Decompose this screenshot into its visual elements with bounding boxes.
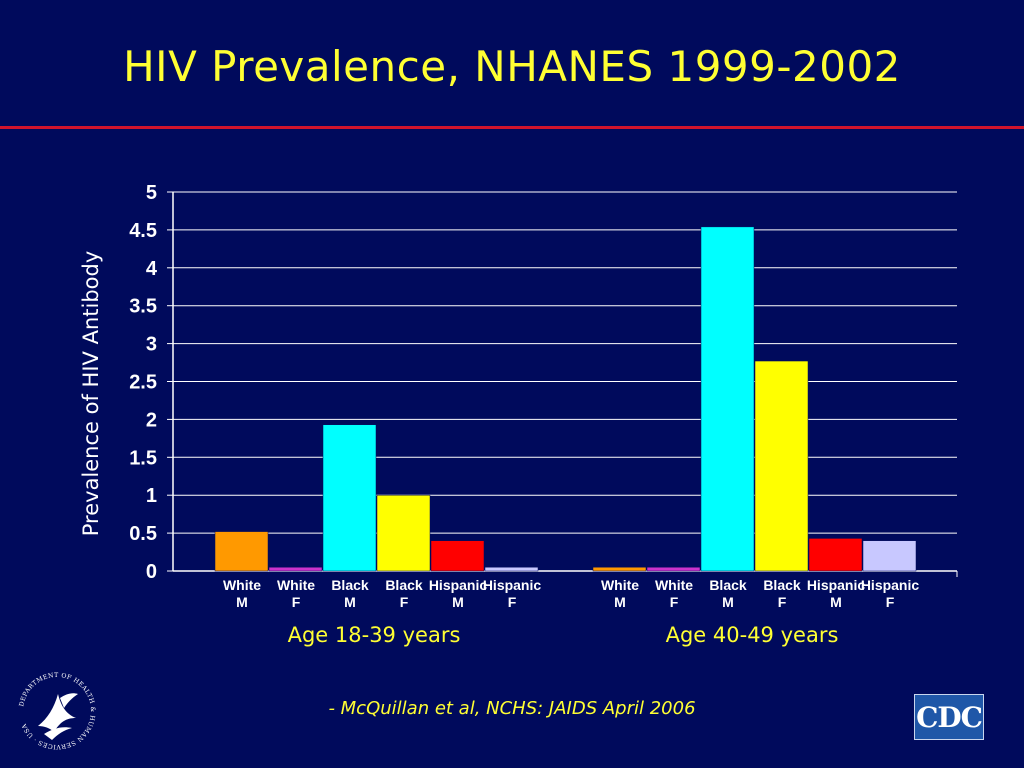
bar [754,360,809,572]
title-divider [0,126,1024,129]
x-tick-label: White [601,577,639,593]
x-tick-label-line2: M [236,594,248,610]
x-tick-label-line2: F [670,594,679,610]
x-tick-label: Hispanic [483,577,542,593]
bar [808,538,863,572]
y-tick-label: 0.5 [129,523,157,545]
x-tick-label-line2: F [292,594,301,610]
x-tick-label: Hispanic [807,577,866,593]
x-tick-label-line2: M [344,594,356,610]
y-tick-label: 1.5 [129,447,157,469]
x-tick-label: Black [709,577,747,593]
bar [376,494,431,572]
x-tick-label-line2: F [886,594,895,610]
cdc-logo-text: CDC [916,700,983,734]
bar-chart: 0 0.5 1 1.5 2 2.5 3 3.5 4 4.5 5 Prevalence of HIV A… [79,182,958,647]
bar [646,566,701,572]
hhs-logo-icon: DEPARTMENT OF HEALTH & HUMAN SERVICES · … [18,672,95,750]
y-tick-label: 4.5 [129,220,157,242]
bar [322,424,377,572]
bar [862,540,917,572]
x-tick-label: Hispanic [861,577,920,593]
x-tick-label: Black [763,577,801,593]
bar [268,566,323,572]
group-label: Age 40-49 years [666,623,839,647]
x-tick-label: White [277,577,315,593]
slide-title: HIV Prevalence, NHANES 1999-2002 [123,42,901,91]
y-tick-label: 1 [146,485,157,507]
x-tick-label-line2: M [830,594,842,610]
bar [430,540,485,572]
x-tick-label-line2: M [614,594,626,610]
y-tick-label: 4 [146,258,158,280]
x-tick-label-line2: M [722,594,734,610]
y-tick-label: 2.5 [129,372,157,394]
bar [592,566,647,572]
x-tick-label: Hispanic [429,577,488,593]
x-tick-label-line2: F [508,594,517,610]
y-axis-label: Prevalence of HIV Antibody [79,251,103,537]
bar [484,566,539,572]
citation: - McQuillan et al, NCHS: JAIDS April 200… [328,698,696,719]
x-tick-label: Black [331,577,369,593]
x-tick-label: White [223,577,261,593]
x-tick-label-line2: F [778,594,787,610]
group-label: Age 18-39 years [288,623,461,647]
y-tick-label: 3 [146,334,157,356]
x-tick-label-line2: F [400,594,409,610]
x-tick-label-line2: M [452,594,464,610]
y-tick-label: 5 [146,182,157,204]
y-tick-label: 3.5 [129,296,157,318]
x-tick-label: White [655,577,693,593]
cdc-logo: CDC [914,694,984,740]
bar [214,531,269,572]
y-tick-label: 2 [146,409,157,431]
x-tick-label: Black [385,577,423,593]
y-tick-label: 0 [146,561,157,583]
bar [700,226,755,572]
